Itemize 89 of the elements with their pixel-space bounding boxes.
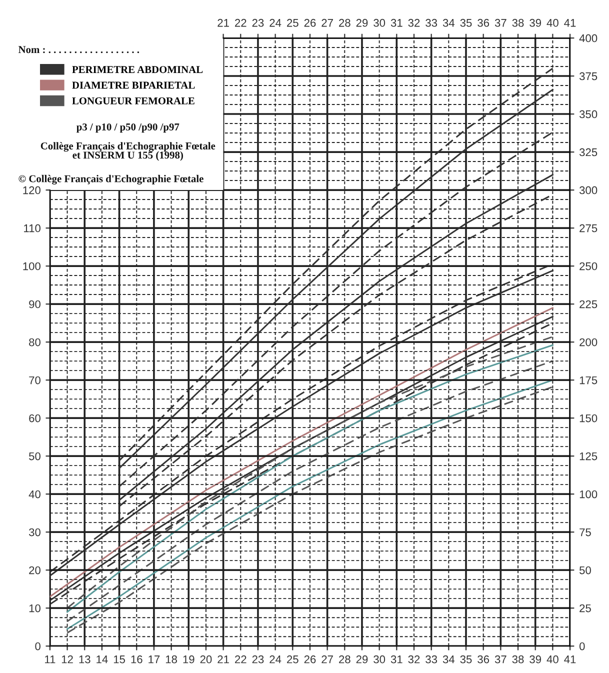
x-tick-label: 19 (183, 655, 194, 664)
x-tick-label: 33 (426, 655, 438, 664)
y2-tick-label: 50 (579, 566, 591, 574)
y2-tick-label: 200 (580, 338, 598, 346)
y-tick-label: 120 (23, 186, 40, 194)
x-tick-label: 25 (287, 655, 298, 664)
x2-tick-label: 21 (218, 18, 229, 27)
annotation: Nom : . . . . . . . . . . . . . . . . . . (18, 46, 140, 54)
y2-tick-label: 350 (579, 110, 598, 118)
y2-tick-label: 275 (580, 224, 598, 232)
annotation: © Collège Français d'Echographie Fœtale (18, 174, 204, 184)
y2-tick-label: 375 (579, 72, 598, 80)
y2-tick-label: 150 (580, 414, 598, 422)
y-tick-label: 100 (23, 262, 40, 270)
y-tick-label: 20 (29, 566, 40, 574)
x-tick-label: 30 (374, 655, 386, 664)
x2-tick-label: 32 (408, 18, 420, 27)
legend-label: LONGUEUR FEMORALE (72, 97, 194, 104)
y2-tick-label: 325 (579, 148, 598, 156)
y2-tick-label: 300 (579, 186, 598, 194)
x-tick-label: 13 (79, 655, 90, 664)
x2-tick-label: 33 (426, 18, 438, 27)
y2-tick-label: 125 (580, 452, 598, 460)
y-tick-label: 10 (29, 604, 40, 612)
legend-label: DIAMETRE BIPARIETAL (72, 82, 195, 89)
x2-tick-label: 27 (322, 18, 333, 27)
y-tick-label: 40 (28, 490, 40, 498)
x-tick-label: 38 (512, 655, 524, 664)
y2-tick-label: 25 (580, 604, 591, 612)
y2-tick-label: 400 (579, 34, 598, 42)
x2-tick-label: 39 (530, 18, 542, 27)
x-tick-label: 24 (270, 655, 282, 664)
x-tick-label: 15 (114, 656, 125, 664)
annotation: p3 / p10 / p50 /p90 /p97 (76, 123, 180, 133)
x-tick-label: 18 (166, 655, 177, 664)
x2-tick-label: 22 (235, 18, 246, 27)
x2-tick-label: 23 (252, 18, 264, 27)
x2-tick-label: 40 (546, 18, 558, 27)
x-tick-label: 28 (339, 655, 350, 664)
y-tick-label: 90 (29, 300, 40, 308)
x-tick-label: 37 (494, 655, 506, 664)
x-tick-label: 27 (322, 655, 333, 664)
y-tick-label: 60 (29, 414, 40, 422)
x-tick-label: 39 (530, 655, 542, 664)
annotation: Collège Français d'Echographie Fœtale et INSERM U 155 (1998) (40, 142, 216, 161)
y2-tick-label: 100 (580, 490, 598, 498)
x2-tick-label: 34 (442, 18, 455, 27)
x2-tick-label: 28 (339, 18, 350, 27)
x-tick-label: 40 (546, 655, 558, 664)
x-tick-label: 16 (131, 655, 142, 664)
x-tick-label: 21 (218, 655, 229, 664)
y2-tick-label: 225 (580, 300, 598, 308)
x2-tick-label: 24 (270, 18, 282, 27)
y-tick-label: 70 (29, 376, 40, 384)
x-tick-label: 22 (235, 655, 246, 664)
x2-tick-label: 25 (287, 18, 298, 27)
y2-tick-label: 75 (580, 528, 591, 536)
x-tick-label: 12 (62, 655, 73, 664)
x-tick-label: 11 (45, 656, 56, 664)
x-tick-label: 20 (200, 655, 212, 664)
x2-tick-label: 26 (304, 18, 316, 27)
y-tick-label: 30 (28, 528, 40, 536)
y2-tick-label: 175 (580, 376, 598, 384)
x-tick-label: 23 (252, 655, 264, 664)
x-tick-label: 34 (442, 655, 455, 664)
y2-tick-label: 250 (580, 262, 598, 270)
y-tick-label: 50 (28, 452, 40, 460)
x2-tick-label: 35 (460, 18, 472, 27)
x-tick-label: 35 (460, 655, 472, 664)
x2-tick-label: 38 (512, 18, 524, 27)
x2-tick-label: 37 (494, 18, 506, 27)
x-tick-label: 32 (408, 655, 420, 664)
y-tick-label: 0 (35, 642, 40, 650)
x-tick-label: 29 (356, 655, 368, 664)
legend-label: PERIMETRE ABDOMINAL (72, 66, 203, 74)
y-tick-label: 80 (29, 338, 40, 346)
x-tick-label: 26 (304, 655, 316, 664)
x2-tick-label: 31 (390, 18, 402, 27)
x2-tick-label: 30 (374, 18, 386, 27)
y-tick-label: 110 (24, 224, 40, 232)
x2-tick-label: 36 (478, 18, 490, 27)
x-tick-label: 31 (390, 655, 402, 664)
x-tick-label: 41 (564, 656, 576, 664)
x-tick-label: 14 (96, 656, 108, 664)
x2-tick-label: 29 (356, 18, 368, 27)
x2-tick-label: 41 (564, 19, 576, 27)
x-tick-label: 36 (478, 655, 490, 664)
y2-tick-label: 0 (579, 642, 585, 650)
x-tick-label: 17 (148, 656, 160, 664)
